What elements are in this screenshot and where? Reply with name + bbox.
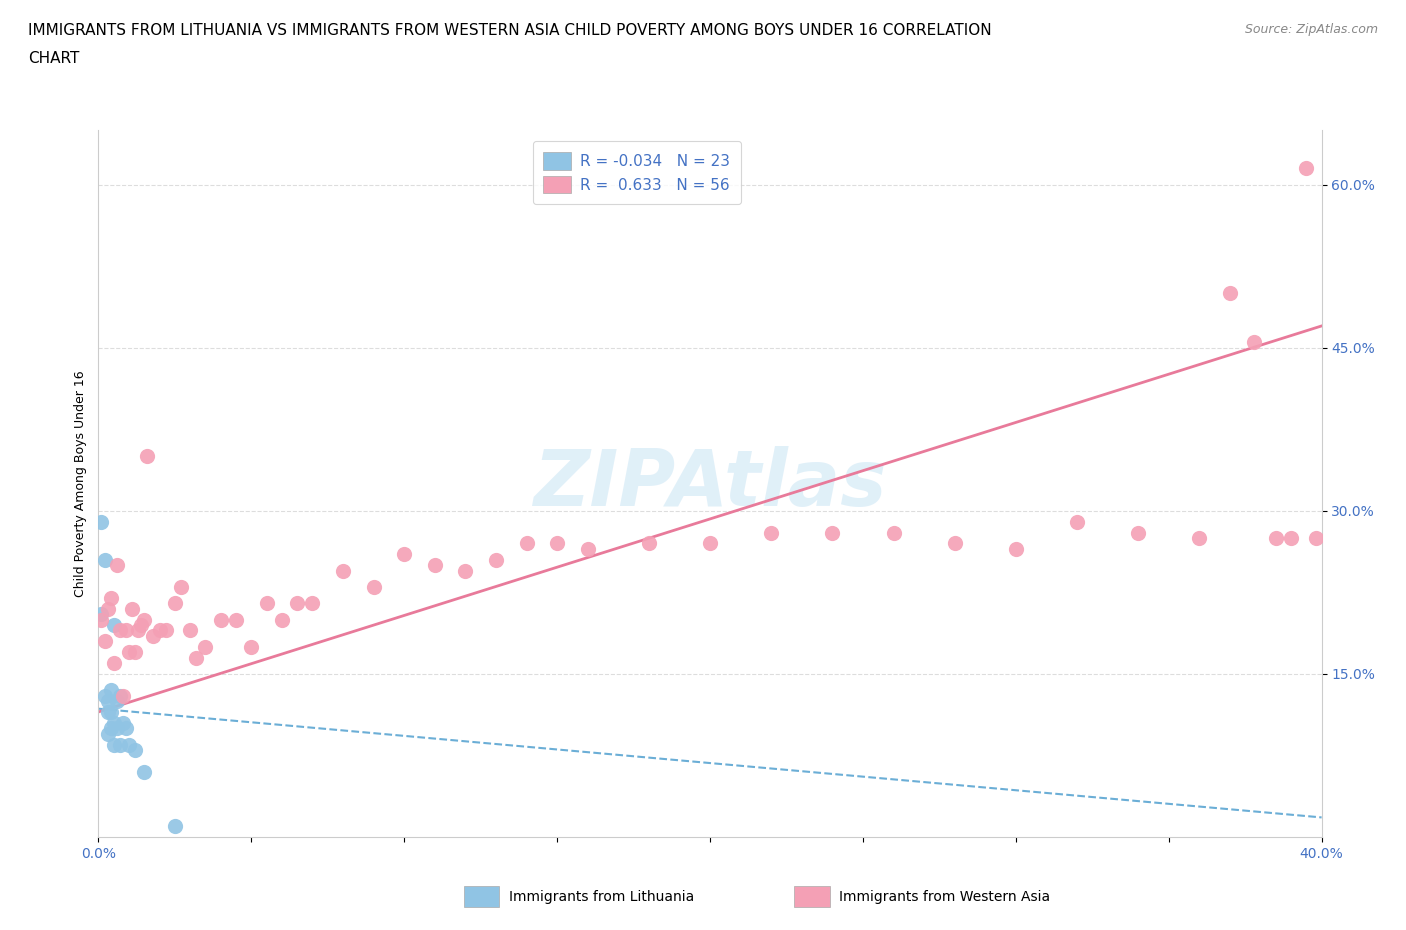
Point	[883, 525, 905, 540]
Y-axis label: Child Poverty Among Boys Under 16: Child Poverty Among Boys Under 16	[75, 370, 87, 597]
Point	[100, 705, 122, 720]
Point	[285, 596, 308, 611]
Point	[1004, 541, 1026, 556]
Point	[759, 525, 782, 540]
Point	[485, 552, 508, 567]
Point	[155, 623, 177, 638]
Point	[163, 596, 186, 611]
Point	[111, 715, 134, 730]
Point	[186, 650, 208, 665]
Point	[240, 639, 263, 654]
Point	[142, 629, 165, 644]
Point	[134, 612, 156, 627]
Point	[516, 536, 538, 551]
Legend: R = -0.034   N = 23, R =  0.633   N = 56: R = -0.034 N = 23, R = 0.633 N = 56	[533, 141, 741, 205]
Point	[111, 688, 134, 703]
Text: ZIPAtlas: ZIPAtlas	[533, 445, 887, 522]
Point	[149, 623, 172, 638]
Text: CHART: CHART	[28, 51, 80, 66]
Point	[179, 623, 201, 638]
Point	[121, 601, 143, 616]
Point	[194, 639, 217, 654]
Text: Immigrants from Lithuania: Immigrants from Lithuania	[509, 889, 695, 904]
Point	[1188, 530, 1211, 545]
Point	[100, 721, 122, 736]
Point	[90, 606, 112, 621]
Point	[90, 514, 112, 529]
Point	[170, 579, 193, 594]
Point	[103, 737, 125, 752]
Point	[100, 591, 122, 605]
Point	[100, 683, 122, 698]
Point	[115, 721, 138, 736]
Point	[97, 726, 120, 741]
Point	[576, 541, 599, 556]
Text: Immigrants from Western Asia: Immigrants from Western Asia	[839, 889, 1050, 904]
Point	[103, 715, 125, 730]
Point	[103, 618, 125, 632]
Point	[454, 564, 477, 578]
Point	[301, 596, 323, 611]
Point	[1128, 525, 1150, 540]
Point	[103, 656, 125, 671]
Point	[163, 818, 186, 833]
Point	[1279, 530, 1302, 545]
Point	[1264, 530, 1286, 545]
Point	[392, 547, 416, 562]
Point	[90, 612, 112, 627]
Point	[225, 612, 247, 627]
Text: IMMIGRANTS FROM LITHUANIA VS IMMIGRANTS FROM WESTERN ASIA CHILD POVERTY AMONG BO: IMMIGRANTS FROM LITHUANIA VS IMMIGRANTS …	[28, 23, 991, 38]
Point	[256, 596, 278, 611]
Point	[332, 564, 354, 578]
Point	[108, 688, 131, 703]
Point	[943, 536, 966, 551]
Point	[97, 694, 120, 709]
Point	[108, 737, 131, 752]
Point	[118, 737, 141, 752]
Point	[93, 552, 115, 567]
Point	[134, 764, 156, 779]
Point	[270, 612, 292, 627]
Point	[93, 634, 115, 649]
Point	[136, 449, 159, 464]
Point	[1305, 530, 1327, 545]
Point	[108, 623, 131, 638]
Point	[363, 579, 385, 594]
Point	[124, 644, 146, 659]
Point	[546, 536, 568, 551]
Point	[1066, 514, 1088, 529]
Point	[821, 525, 844, 540]
Point	[129, 618, 152, 632]
Point	[118, 644, 141, 659]
Point	[105, 721, 128, 736]
Point	[105, 558, 128, 573]
Point	[423, 558, 446, 573]
Point	[1295, 161, 1317, 176]
Text: Source: ZipAtlas.com: Source: ZipAtlas.com	[1244, 23, 1378, 36]
Point	[699, 536, 721, 551]
Point	[93, 688, 115, 703]
Point	[127, 623, 149, 638]
Point	[1243, 335, 1265, 350]
Point	[97, 601, 120, 616]
Point	[105, 694, 128, 709]
Point	[115, 623, 138, 638]
Point	[124, 742, 146, 757]
Point	[1219, 286, 1241, 300]
Point	[637, 536, 661, 551]
Point	[209, 612, 232, 627]
Point	[97, 705, 120, 720]
